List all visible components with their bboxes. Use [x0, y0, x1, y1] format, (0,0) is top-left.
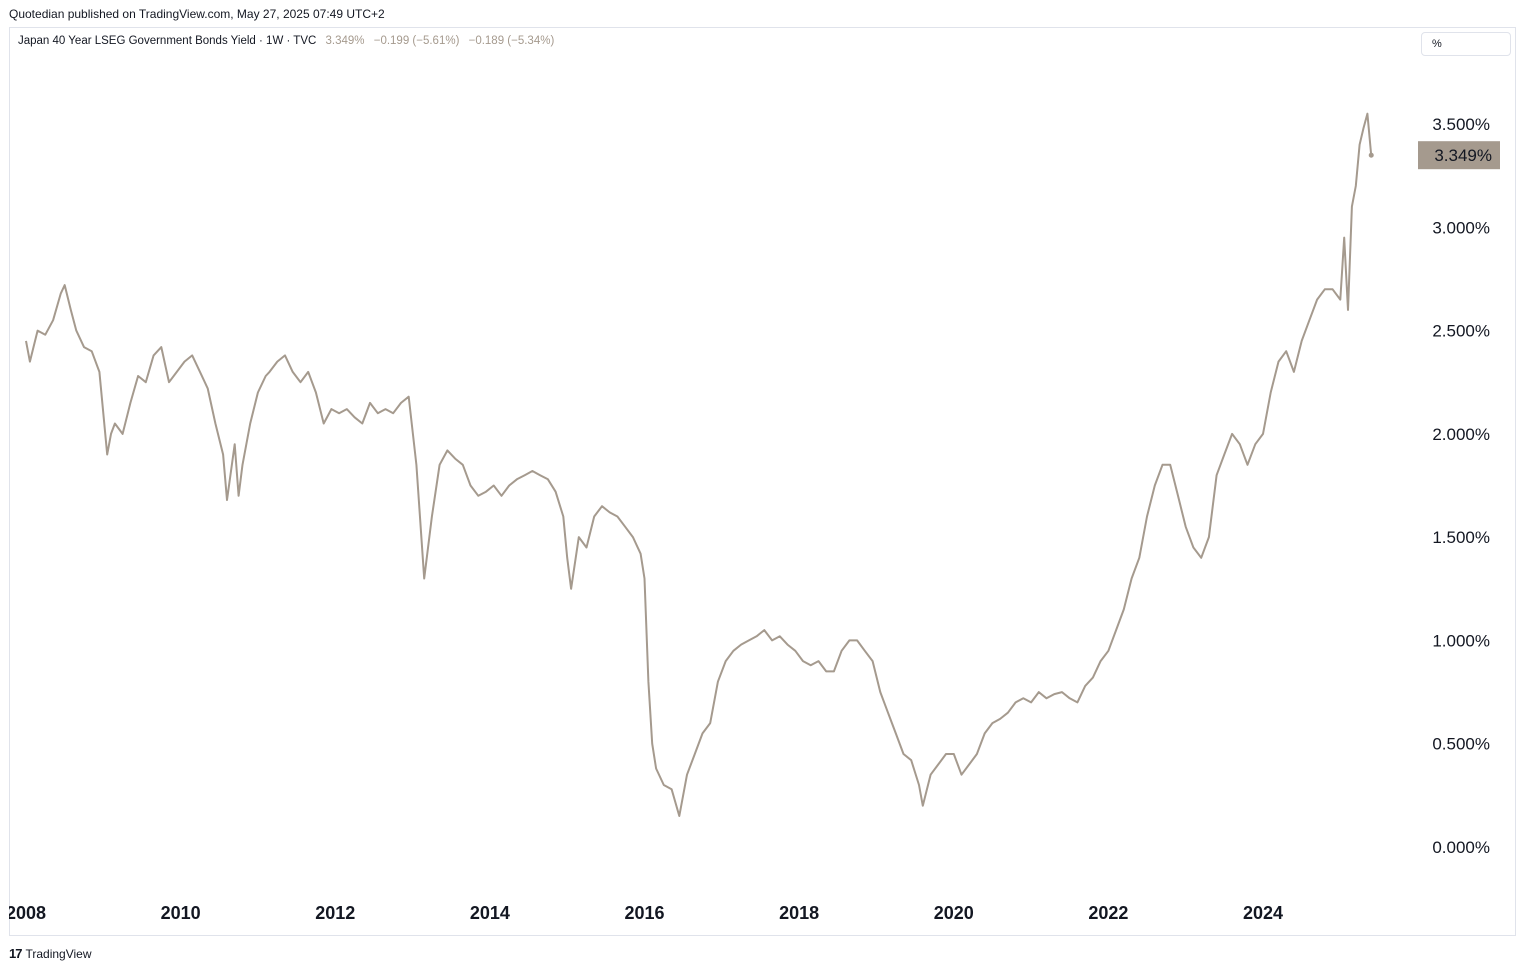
tradingview-logo-icon: 17	[9, 946, 23, 961]
x-tick-label: 2022	[1088, 903, 1128, 923]
publish-note: Quotedian published on TradingView.com, …	[9, 7, 385, 21]
x-tick-label: 2012	[315, 903, 355, 923]
footer-brand-label: TradingView	[25, 946, 92, 961]
unit-selector-label: %	[1432, 38, 1442, 50]
footer-branding: 17 TradingView	[9, 946, 92, 961]
legend-change: −0.199 (−5.61%)	[373, 35, 460, 47]
y-tick-label: 1.500%	[1432, 528, 1490, 547]
axis-mask	[0, 895, 9, 930]
y-tick-label: 1.000%	[1432, 631, 1490, 650]
x-tick-label: 2024	[1243, 903, 1283, 923]
y-tick-label: 3.500%	[1432, 115, 1490, 134]
last-price-tag-label: 3.349%	[1434, 146, 1492, 165]
x-tick-label: 2014	[470, 903, 510, 923]
chart-frame	[9, 27, 1516, 936]
y-tick-label: 3.000%	[1432, 218, 1490, 237]
x-tick-label: 2018	[779, 903, 819, 923]
x-tick-label: 2008	[6, 903, 46, 923]
x-tick-label: 2010	[161, 903, 201, 923]
y-tick-label: 0.500%	[1432, 735, 1490, 754]
y-tick-label: 2.000%	[1432, 425, 1490, 444]
x-tick-label: 2016	[624, 903, 664, 923]
y-tick-label: 2.500%	[1432, 322, 1490, 341]
legend-change-secondary: −0.189 (−5.34%)	[468, 35, 555, 47]
legend-last-value: 3.349%	[325, 35, 365, 47]
legend-symbol[interactable]: Japan 40 Year LSEG Government Bonds Yiel…	[18, 35, 317, 47]
x-tick-label: 2020	[934, 903, 974, 923]
unit-selector[interactable]: %	[1421, 32, 1511, 56]
series-line	[25, 112, 1373, 817]
y-tick-label: 0.000%	[1432, 838, 1490, 857]
last-point-marker	[1368, 152, 1374, 158]
chart-legend[interactable]: Japan 40 Year LSEG Government Bonds Yiel…	[18, 35, 560, 47]
last-price-tag	[1418, 141, 1500, 170]
legend-values: 3.349% −0.199 (−5.61%) −0.189 (−5.34%)	[326, 35, 561, 47]
